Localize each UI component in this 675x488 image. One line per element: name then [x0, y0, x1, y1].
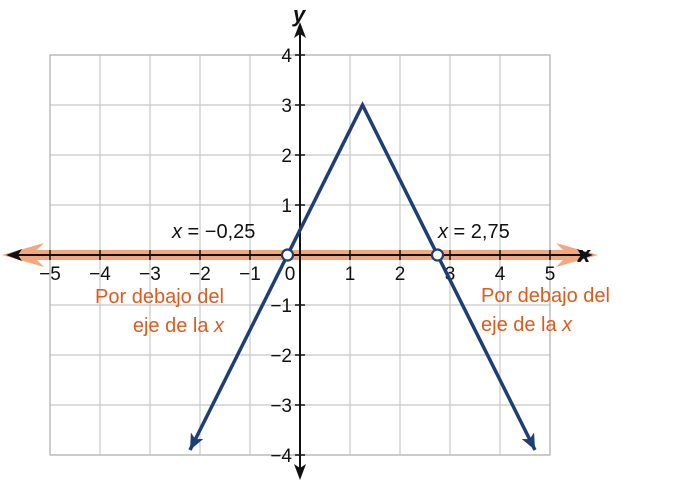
region-label-line1: Por debajo del [95, 286, 224, 308]
region-label-line2: eje de la x [133, 315, 225, 337]
x-tick-label: −1 [239, 264, 261, 285]
point-label: x = 2,75 [437, 221, 510, 243]
region-label-var: x [561, 314, 573, 336]
open-points [280, 248, 445, 262]
series-arrow-left [190, 432, 204, 450]
series-line [188, 101, 537, 451]
x-tick-label: 4 [495, 264, 506, 285]
y-tick-label: 1 [281, 196, 292, 217]
y-tick-label: −3 [270, 396, 292, 417]
open-point [430, 248, 445, 262]
y-tick-label: 4 [281, 46, 292, 67]
y-tick-label: −2 [270, 346, 292, 367]
region-label-text: eje de la [481, 314, 562, 336]
y-tick-label: 3 [281, 96, 292, 117]
x-tick-label: 2 [395, 264, 406, 285]
x-tick-label: −2 [189, 264, 211, 285]
point-label-var: x [171, 221, 183, 243]
tick-labels: −5 −4 −3 −2 −1 0 1 2 3 4 5 4 3 2 1 −1 −2 −3 −4 [39, 46, 555, 467]
x-tick-label: 1 [345, 264, 356, 285]
x-axis-label: x [577, 242, 591, 267]
y-tick-label: −4 [270, 446, 292, 467]
point-label-value: = −0,25 [182, 221, 255, 243]
region-label-text: eje de la [133, 315, 214, 337]
region-label-var: x [213, 315, 225, 337]
y-axis-arrow-up [294, 22, 306, 38]
axes: xy [6, 2, 593, 480]
point-label-value: = 2,75 [448, 221, 510, 243]
x-axis-arrow-right [577, 249, 593, 261]
y-axis-label: y [292, 2, 307, 27]
x-tick-label: −5 [39, 264, 61, 285]
region-label-line2: eje de la x [481, 314, 573, 336]
open-point [280, 248, 295, 262]
region-label-line1: Por debajo del [481, 285, 610, 307]
x-tick-label: −3 [139, 264, 161, 285]
y-tick-label: −1 [270, 296, 292, 317]
x-tick-label: −4 [89, 264, 111, 285]
x-axis-arrow-left [6, 249, 22, 261]
y-axis-arrow-down [294, 464, 306, 480]
series-arrow-right [521, 432, 535, 450]
x-tick-label: 5 [545, 264, 556, 285]
x-tick-label: 3 [445, 264, 456, 285]
y-tick-label: 2 [281, 146, 292, 167]
x-tick-label: 0 [285, 264, 296, 285]
series [188, 101, 537, 451]
point-label: x = −0,25 [171, 221, 255, 243]
point-label-var: x [437, 221, 449, 243]
